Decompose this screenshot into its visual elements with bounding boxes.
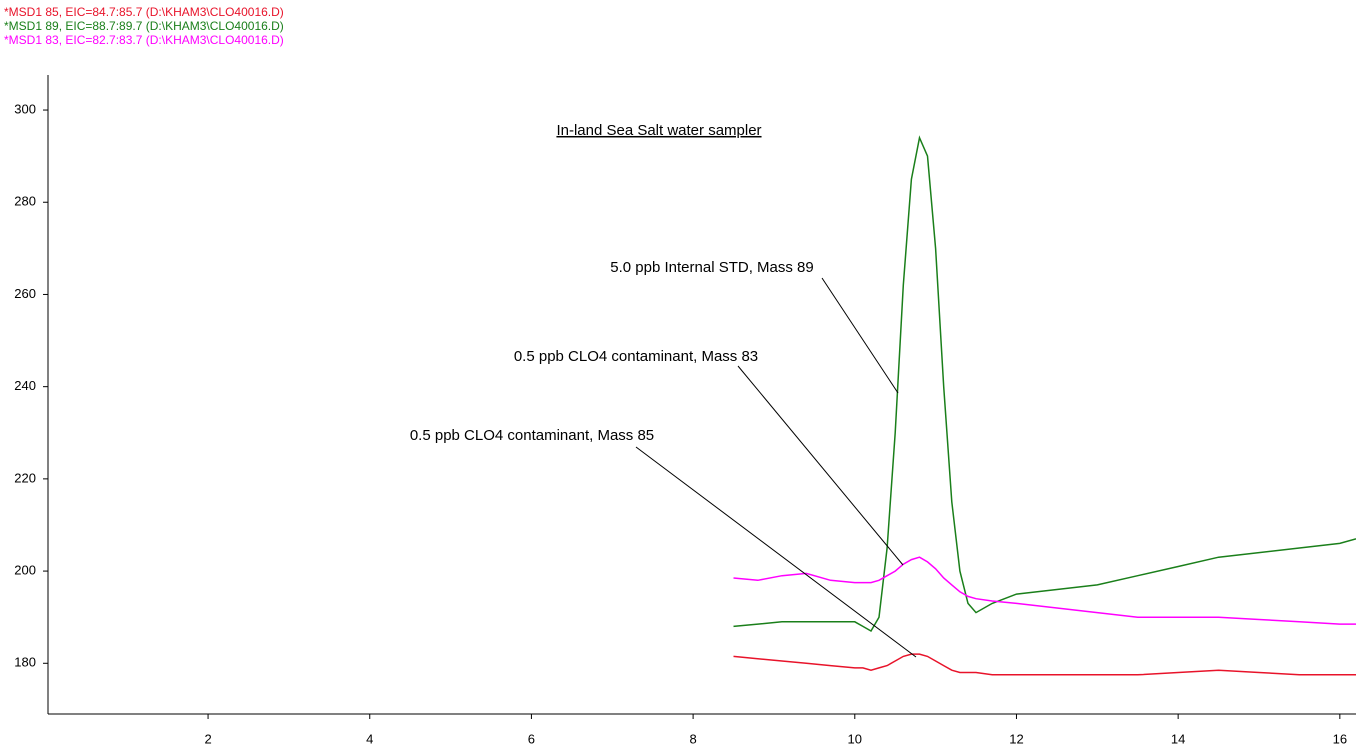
y-tick-label: 200 — [14, 563, 36, 578]
y-tick-label: 180 — [14, 655, 36, 670]
x-tick-label: 6 — [528, 731, 535, 746]
y-tick-label: 280 — [14, 194, 36, 209]
annotation: 0.5 ppb CLO4 contaminant, Mass 83 — [514, 348, 758, 365]
annotation: 5.0 ppb Internal STD, Mass 89 — [610, 259, 813, 276]
x-tick-label: 16 — [1333, 731, 1347, 746]
series-line — [733, 653, 1356, 676]
annotation-leader — [821, 277, 899, 394]
annotation-leader — [737, 365, 904, 566]
series-line — [733, 556, 1356, 625]
y-tick-label: 240 — [14, 378, 36, 393]
x-tick-label: 10 — [848, 731, 862, 746]
legend-entry: *MSD1 83, EIC=82.7:83.7 (D:\KHAM3\CLO400… — [4, 33, 284, 47]
x-tick-label: 12 — [1009, 731, 1023, 746]
series-line — [733, 135, 1356, 633]
legend-entry: *MSD1 85, EIC=84.7:85.7 (D:\KHAM3\CLO400… — [4, 5, 284, 19]
legend-entry: *MSD1 89, EIC=88.7:89.7 (D:\KHAM3\CLO400… — [4, 19, 284, 33]
annotation: 0.5 ppb CLO4 contaminant, Mass 85 — [410, 427, 654, 444]
chart-title: In-land Sea Salt water sampler — [556, 122, 761, 139]
annotation-leader — [635, 446, 917, 658]
y-tick-label: 220 — [14, 470, 36, 485]
x-tick-label: 14 — [1171, 731, 1185, 746]
y-tick-label: 260 — [14, 286, 36, 301]
x-tick-label: 8 — [689, 731, 696, 746]
y-tick-label: 300 — [14, 101, 36, 116]
x-tick-label: 4 — [366, 731, 373, 746]
x-tick-label: 2 — [204, 731, 211, 746]
